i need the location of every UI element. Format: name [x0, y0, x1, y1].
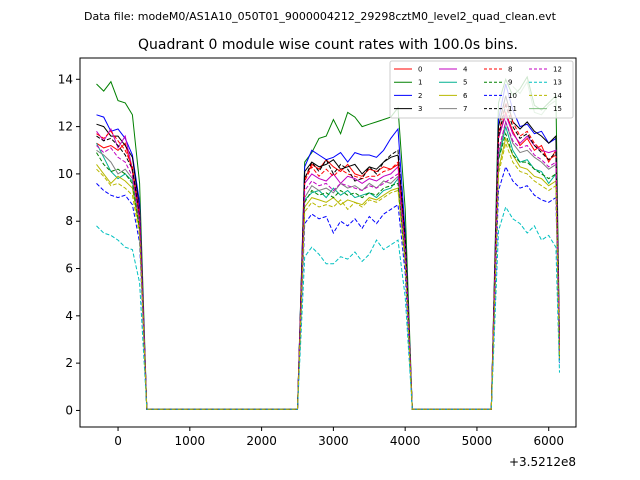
y-tick-label: 8 — [65, 214, 73, 228]
series-line-10 — [96, 165, 560, 410]
legend-label-6: 6 — [463, 92, 468, 100]
x-tick-label: 5000 — [462, 434, 493, 448]
legend-label-0: 0 — [418, 66, 422, 74]
legend-label-15: 15 — [553, 105, 562, 113]
y-tick-label: 14 — [58, 72, 73, 86]
legend-label-7: 7 — [463, 105, 467, 113]
x-tick-label: 2000 — [246, 434, 277, 448]
legend-label-3: 3 — [418, 105, 422, 113]
legend-label-13: 13 — [553, 79, 562, 87]
legend-label-5: 5 — [463, 79, 467, 87]
legend-label-1: 1 — [418, 79, 422, 87]
legend-box — [389, 60, 574, 119]
legend-label-4: 4 — [463, 66, 468, 74]
x-axis-offset-label: +3.5212e8 — [509, 455, 576, 469]
series-line-9 — [96, 131, 560, 410]
legend-label-14: 14 — [553, 92, 562, 100]
plot-area — [96, 75, 560, 410]
y-tick-label: 2 — [65, 356, 73, 370]
y-tick-label: 10 — [58, 167, 73, 181]
legend-label-8: 8 — [508, 66, 512, 74]
series-line-5 — [96, 126, 560, 410]
legend-label-9: 9 — [508, 79, 512, 87]
series-line-12 — [96, 120, 560, 410]
series-line-4 — [96, 113, 560, 410]
chart-suptitle: Data file: modeM0/AS1A10_050T01_90000042… — [84, 10, 557, 23]
x-tick-label: 1000 — [175, 434, 206, 448]
series-line-1 — [96, 75, 560, 410]
x-tick-label: 6000 — [533, 434, 564, 448]
y-tick-label: 0 — [65, 403, 73, 417]
x-axis: 0 1000 2000 3000 4000 5000 6000 — [114, 427, 564, 448]
series-line-0 — [96, 110, 560, 410]
y-tick-label: 4 — [65, 309, 73, 323]
y-axis: 0 2 4 6 8 10 12 14 — [58, 72, 80, 417]
y-tick-label: 12 — [58, 120, 73, 134]
series-line-7 — [96, 120, 560, 410]
chart-title: Quadrant 0 module wise count rates with … — [138, 37, 518, 53]
series-line-2 — [96, 83, 560, 410]
legend-label-11: 11 — [508, 105, 517, 113]
series-line-14 — [96, 141, 560, 410]
x-tick-label: 0 — [114, 434, 122, 448]
legend-label-10: 10 — [508, 92, 517, 100]
series-line-8 — [96, 101, 560, 410]
series-line-13 — [96, 205, 560, 410]
series-line-11 — [96, 103, 560, 410]
y-tick-label: 6 — [65, 262, 73, 276]
legend-label-2: 2 — [418, 92, 422, 100]
series-line-3 — [96, 95, 560, 410]
x-tick-label: 3000 — [318, 434, 349, 448]
legend-label-12: 12 — [553, 66, 562, 74]
axes-frame — [79, 57, 577, 428]
x-tick-label: 4000 — [390, 434, 421, 448]
